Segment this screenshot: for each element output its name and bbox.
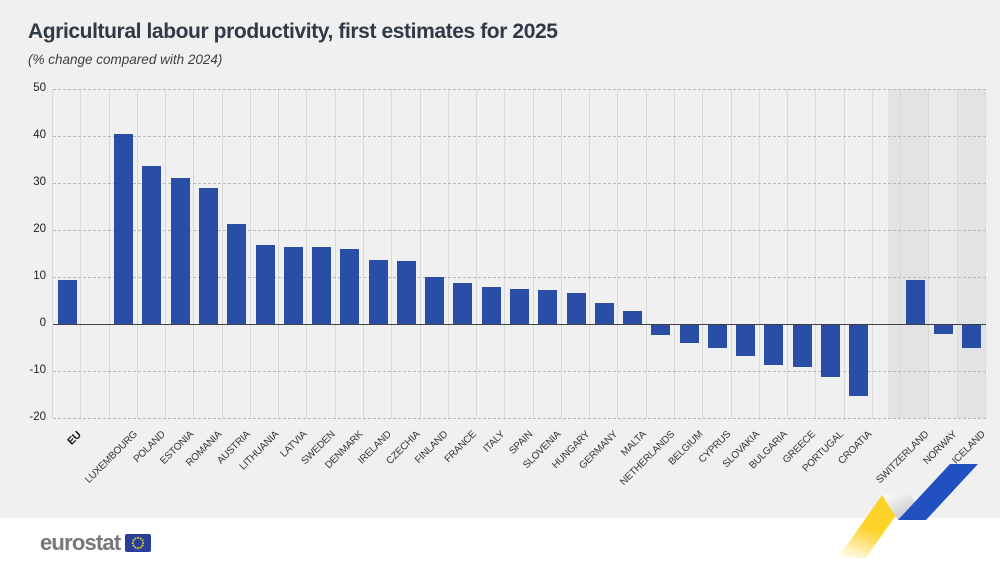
bar-germany [594,303,614,324]
column-austria [223,89,251,418]
column-latvia [279,89,308,418]
bar-belgium [679,325,699,343]
bar-czechia [396,261,416,324]
gridline--20 [53,418,986,419]
bar-italy [481,287,501,324]
bar-spain [510,289,529,324]
gridline--10 [53,371,986,372]
column-portugal [816,89,845,418]
column-belgium [675,89,704,418]
eu-flag-icon [125,534,152,552]
y-tick-label-50: 50 [33,82,46,94]
y-tick-label--20: -20 [29,411,46,423]
y-tick-label-20: 20 [33,223,46,235]
gridline-30 [53,183,986,184]
bar-poland [142,166,162,324]
y-tick-label--10: -10 [29,364,46,376]
column-bulgaria [760,89,789,418]
bar-luxembourg [114,134,134,324]
bar-hungary [566,293,586,324]
bar-iceland [962,325,982,348]
chart-background-panel [0,0,1000,518]
gridline-20 [53,230,986,231]
eurostat-ribbon-graphic [838,464,978,558]
bar-croatia [849,325,869,397]
column-lithuania [251,89,280,418]
bar-norway [934,325,954,335]
column-iceland [957,89,986,418]
ribbon-yellow-stripe [838,495,910,558]
bar-slovakia [736,325,756,357]
chart-subtitle: (% change compared with 2024) [28,52,223,67]
bar-latvia [283,246,303,324]
y-tick-label-0: 0 [39,317,46,329]
bar-switzerland [905,280,925,324]
column-germany [590,89,619,418]
bar-austria [227,223,247,324]
column-spacer [81,89,110,418]
column-cyprus [703,89,732,418]
bar-chart-plot-area [52,89,986,419]
gridline-10 [53,277,986,278]
y-tick-label-10: 10 [33,270,46,282]
bar-netherlands [651,325,671,336]
eurostat-logo: eurostat [40,530,152,556]
gridline-50 [53,89,986,90]
column-slovenia [534,89,562,418]
bar-lithuania [255,245,275,324]
bar-sweden [312,247,332,324]
column-czechia [392,89,421,418]
column-greece [788,89,817,418]
column-netherlands [647,89,675,418]
ribbon-blue-stripe [898,464,978,520]
column-italy [477,89,506,418]
bar-denmark [340,249,360,324]
bar-finland [425,276,445,324]
column-norway [929,89,958,418]
zero-axis-line [53,324,986,325]
column-sweden [307,89,336,418]
chart-title: Agricultural labour productivity, first … [28,20,558,43]
bar-greece [792,325,812,368]
bar-cyprus [707,325,727,349]
column-croatia [845,89,873,418]
gridline-40 [53,136,986,137]
column-denmark [336,89,364,418]
bar-slovenia [538,290,558,324]
y-tick-label-40: 40 [33,129,46,141]
column-france [449,89,478,418]
column-spain [505,89,534,418]
column-luxembourg [110,89,138,418]
bar-ireland [368,259,388,324]
bar-romania [199,188,218,324]
column-eu [53,89,82,418]
column-finland [421,89,449,418]
bar-france [453,283,473,324]
column-ireland [364,89,393,418]
column-poland [138,89,167,418]
bar-bulgaria [764,325,784,365]
y-tick-label-30: 30 [33,176,46,188]
column-switzerland [901,89,930,418]
column-romania [194,89,223,418]
bar-malta [623,310,643,324]
column-slovakia [732,89,760,418]
column-estonia [166,89,195,418]
column-malta [618,89,647,418]
bar-estonia [170,178,190,324]
eurostat-logo-text: eurostat [40,530,121,555]
bar-portugal [821,325,840,377]
column-hungary [562,89,591,418]
column-spacer [872,89,902,418]
bar-eu [57,279,77,324]
